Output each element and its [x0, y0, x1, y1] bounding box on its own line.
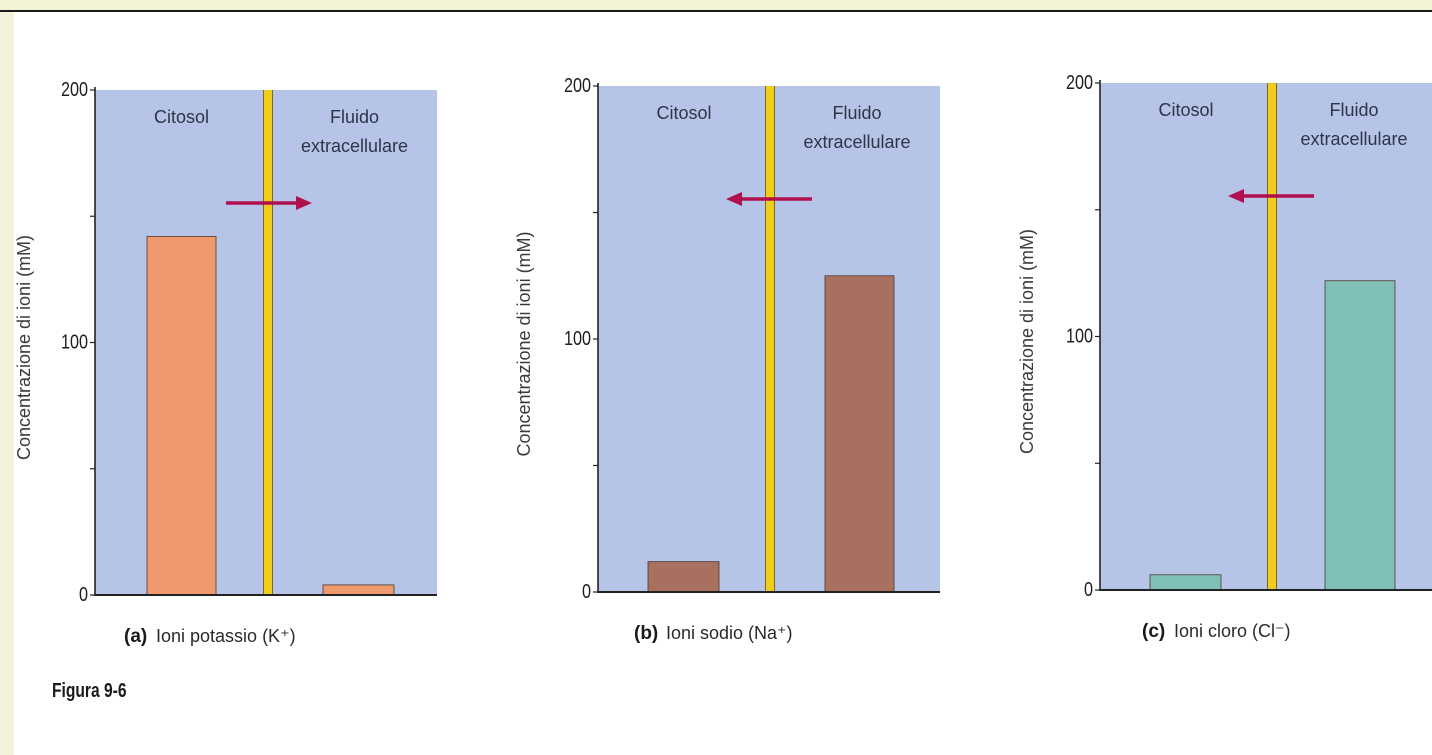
- y-tick-label: 0: [79, 584, 88, 606]
- bar-fluido-extracellulare: [824, 275, 895, 593]
- panel-letter: (a): [124, 626, 147, 647]
- left-margin-band: [0, 12, 14, 755]
- membrane-line: [264, 90, 272, 595]
- flow-arrow-head: [1228, 189, 1244, 203]
- region-label-citosol: Citosol: [1158, 100, 1213, 120]
- flow-arrow-head: [296, 196, 312, 210]
- y-tick-label: 0: [582, 581, 591, 603]
- bar-citosol: [1149, 574, 1222, 591]
- region-label-fluido-extracellulare: Fluido extracellulare: [1300, 100, 1407, 149]
- y-tick-label: 100: [564, 328, 591, 350]
- bar-fluido-extracellulare: [322, 584, 395, 596]
- panel-caption: Ioni cloro (Cl⁻): [1174, 621, 1291, 641]
- panel-caption: Ioni potassio (K⁺): [156, 626, 296, 646]
- panel-letter: (c): [1142, 621, 1165, 642]
- y-tick-label: 200: [1066, 72, 1093, 94]
- chart-panel-c: 0 100 200 Concentrazione di ioni (mM) Citoso…: [1017, 72, 1432, 642]
- chart-panel-b: 0 100 200 Concentrazione di ioni (mM) Citoso…: [514, 75, 940, 644]
- region-label-fluido-extracellulare: Fluido extracellulare: [301, 107, 408, 156]
- y-tick-label: 100: [1066, 326, 1093, 348]
- region-label-fluido-extracellulare: Fluido extracellulare: [803, 103, 910, 152]
- membrane-line: [766, 86, 774, 592]
- y-tick-label: 200: [61, 79, 88, 101]
- y-tick-label: 0: [1084, 579, 1093, 601]
- y-axis-label: Concentrazione di ioni (mM): [1017, 229, 1037, 454]
- y-axis-label: Concentrazione di ioni (mM): [14, 235, 34, 460]
- flow-arrow-head: [726, 192, 742, 206]
- region-label-citosol: Citosol: [154, 107, 209, 127]
- region-label-citosol: Citosol: [656, 103, 711, 123]
- y-axis-label: Concentrazione di ioni (mM): [514, 231, 534, 456]
- membrane-line: [1268, 83, 1276, 590]
- top-border: [0, 0, 1432, 12]
- bar-citosol: [146, 236, 217, 596]
- figure-label: Figura 9-6: [52, 680, 127, 702]
- bar-citosol: [647, 561, 720, 593]
- bar-fluido-extracellulare: [1324, 280, 1396, 591]
- y-tick-label: 100: [61, 332, 88, 354]
- y-tick-label: 200: [564, 75, 591, 97]
- panel-letter: (b): [634, 623, 658, 644]
- chart-panel-a: 0 100 200 Concentrazione di ioni (mM) Citoso…: [14, 79, 437, 647]
- panel-caption: Ioni sodio (Na⁺): [666, 623, 793, 643]
